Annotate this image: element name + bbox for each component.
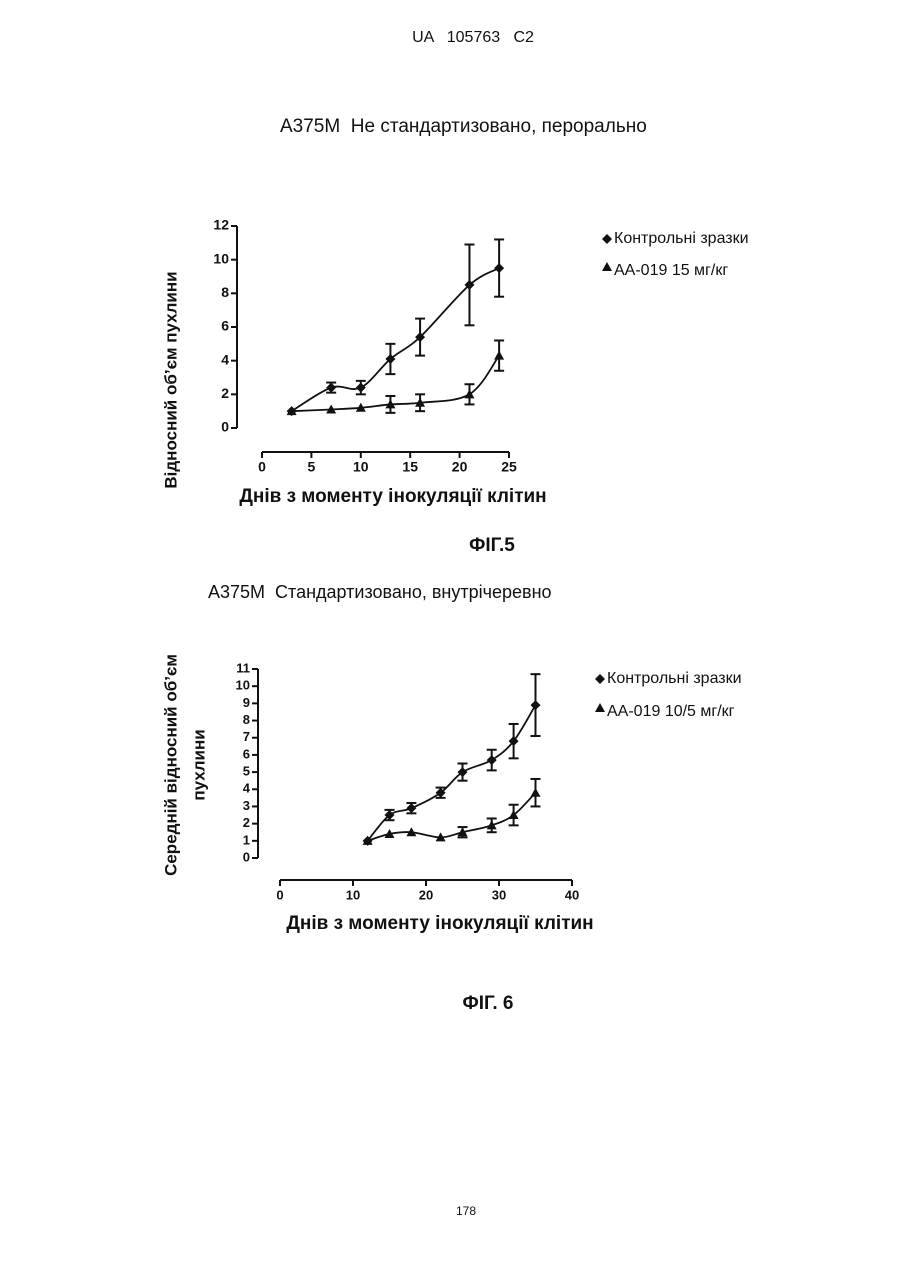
x-tick-label: 20: [419, 887, 433, 902]
y-tick-label: 12: [213, 217, 229, 233]
x-tick-label: 15: [402, 459, 418, 475]
x-tick-label: 40: [565, 887, 579, 902]
y-axis-label: Відносний об’єм пухлини: [161, 271, 180, 488]
y-tick-label: 1: [243, 832, 250, 847]
y-tick-label: 8: [243, 712, 250, 727]
figure-caption: ФІГ.5: [469, 535, 515, 556]
y-tick-label: 8: [221, 284, 229, 300]
y-tick-label: 3: [243, 798, 250, 813]
legend-marker: [602, 234, 612, 244]
x-tick-label: 10: [353, 459, 369, 475]
chart-title: A375M Стандартизовано, внутрічеревно: [208, 582, 552, 602]
y-tick-label: 2: [243, 815, 250, 830]
patent-page: UA 105763 C2 178 0246810120510152025A375…: [0, 0, 901, 1273]
legend-label: Контрольні зразки: [607, 670, 742, 687]
data-point: [406, 803, 416, 813]
page-number: 178: [456, 1204, 476, 1218]
y-tick-label: 6: [221, 318, 229, 334]
x-tick-label: 10: [346, 887, 360, 902]
data-point: [494, 351, 504, 360]
y-tick-label: 2: [221, 385, 229, 401]
y-tick-label: 4: [243, 781, 251, 796]
fit-curve: [292, 268, 499, 411]
page-header: UA 105763 C2: [412, 29, 534, 46]
x-tick-label: 25: [501, 459, 517, 475]
legend-marker: [595, 674, 605, 684]
y-tick-label: 11: [236, 660, 250, 675]
data-point: [531, 788, 541, 797]
y-axis-label: Середній відносний об’єм: [161, 654, 180, 876]
legend-label: АА-019 10/5 мг/кг: [607, 703, 735, 720]
x-tick-label: 20: [452, 459, 468, 475]
y-tick-label: 7: [243, 729, 250, 744]
y-tick-label: 6: [243, 746, 250, 761]
data-point: [487, 755, 497, 765]
data-point: [326, 383, 336, 393]
chart-title: A375M Не стандартизовано, перорально: [280, 116, 647, 137]
legend-marker: [602, 262, 612, 271]
y-tick-label: 4: [221, 351, 229, 367]
y-tick-label: 10: [213, 250, 229, 266]
figure-caption: ФІГ. 6: [462, 993, 513, 1014]
y-tick-label: 0: [221, 419, 229, 435]
x-axis-label: Днів з моменту інокуляції клітин: [239, 486, 546, 507]
data-point: [356, 383, 366, 393]
y-tick-label: 5: [243, 764, 250, 779]
y-tick-label: 0: [243, 849, 250, 864]
x-tick-label: 0: [276, 887, 283, 902]
x-tick-label: 5: [308, 459, 316, 475]
x-axis-label: Днів з моменту інокуляції клітин: [286, 913, 593, 934]
legend-label: АА-019 15 мг/кг: [614, 262, 728, 279]
x-tick-label: 30: [492, 887, 506, 902]
x-tick-label: 0: [258, 459, 266, 475]
legend-label: Контрольні зразки: [614, 230, 749, 247]
y-tick-label: 10: [236, 678, 250, 693]
data-point: [531, 700, 541, 710]
y-tick-label: 9: [243, 695, 250, 710]
data-point: [494, 263, 504, 273]
y-axis-label: пухлини: [189, 729, 208, 800]
legend-marker: [595, 703, 605, 712]
